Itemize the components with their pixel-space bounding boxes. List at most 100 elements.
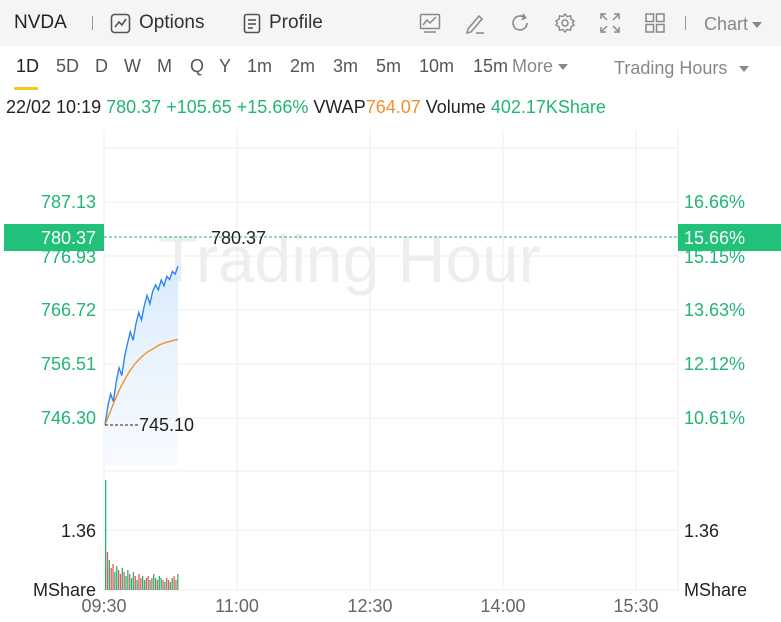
options-icon [110,13,131,33]
period-15m[interactable]: 15m [473,56,509,76]
pct-axis-right-tick: 16.66% [684,192,745,212]
profile-label: Profile [269,12,323,33]
settings-icon[interactable] [554,12,576,34]
period-5m[interactable]: 5m [376,56,402,76]
volume-bar [110,568,112,590]
quote-change-pct: +15.66% [236,97,309,117]
volume-bar [156,580,159,590]
volume-bar [167,580,170,590]
more-periods-dropdown[interactable]: More [512,56,569,77]
volume-bar [142,576,144,590]
volume-bar [153,574,155,590]
volume-label: Volume [425,97,486,117]
volume-bar [171,578,173,590]
period-10m[interactable]: 10m [419,56,455,76]
period-1d[interactable]: 1D [16,56,40,76]
pct-axis-right-tick: 10.61% [684,408,745,428]
options-label: Options [139,12,205,33]
period-q[interactable]: Q [190,56,205,76]
volume-bar [138,574,140,590]
current-price-tag-text: 780.37 [41,228,96,248]
volume-bar [162,580,164,590]
period-2m[interactable]: 2m [290,56,316,76]
time-axis-tick: 15:30 [613,596,658,616]
period-5d[interactable]: 5D [56,56,80,76]
period-1m[interactable]: 1m [247,56,273,76]
quote-datetime: 22/02 10:19 [6,97,102,117]
current-pct-tag-text: 15.66% [684,228,745,248]
volume-bar [134,576,136,590]
indicator-icon[interactable] [419,12,441,34]
time-axis-tick: 11:00 [215,596,259,616]
period-3m[interactable]: 3m [333,56,359,76]
draw-icon[interactable] [464,12,486,34]
volume-bar [173,576,175,590]
vwap-label: VWAP [313,97,366,117]
low-price-label: 745.10 [139,415,194,435]
time-axis-tick: 12:30 [347,596,392,616]
volume-bar [164,582,166,590]
trading-hours-dropdown[interactable]: Trading Hours [614,58,750,79]
divider [685,16,686,30]
volume-bar [117,570,120,590]
volume-bar [127,570,129,590]
volume-bar [169,582,172,590]
period-d[interactable]: D [95,56,108,76]
volume-bar [145,578,147,590]
profile-icon [243,13,261,33]
volume-axis-right-unit: MShare [684,580,747,600]
price-axis-left-tick: 746.30 [41,408,96,428]
pct-axis-right-tick: 13.63% [684,300,745,320]
volume-bar [151,578,153,590]
price-axis-left-tick: 787.13 [41,192,96,212]
price-axis-left-tick: 776.93 [41,247,96,267]
pct-axis-right-tick: 12.12% [684,354,745,374]
price-axis-left-tick: 766.72 [41,300,96,320]
current-pct-tag [678,224,781,251]
quote-change: +105.65 [166,97,232,117]
vwap-value: 764.07 [365,97,421,117]
volume-bar [132,572,135,590]
price-axis-left-tick: 756.51 [41,354,96,374]
volume-bar [175,580,177,590]
volume-bar [129,574,131,590]
volume-axis-left-value: 1.36 [61,521,96,541]
volume-bar [160,578,162,590]
profile-button[interactable]: Profile [243,12,323,34]
fullscreen-icon[interactable] [599,12,621,34]
volume-bar [136,580,138,590]
period-m[interactable]: M [157,56,172,76]
volume-axis-left-unit: MShare [33,580,96,600]
volume-bar [114,572,116,590]
volume-axis-right-value: 1.36 [684,521,719,541]
layout-icon[interactable] [644,12,666,34]
quote-price: 780.37 [106,97,162,117]
pct-axis-right-tick: 15.15% [684,247,745,267]
active-period-indicator [14,87,38,90]
intraday-chart[interactable]: Trading Hour 787.13 776.93 766.72 756.51… [0,130,781,622]
volume-bar [143,580,146,590]
time-axis-tick: 14:00 [480,596,525,616]
ticker-symbol: NVDA [14,12,67,33]
period-y[interactable]: Y [219,56,232,76]
chart-type-dropdown[interactable]: Chart [704,14,763,35]
volume-bar [158,576,160,590]
volume-bar [140,578,142,590]
chart-grid [103,130,679,591]
chart-type-label: Chart [704,14,749,34]
volume-bar [112,564,114,590]
chevron-down-icon [739,65,750,72]
volume-bar [130,578,133,590]
price-area [105,266,178,465]
volume-bar [149,580,151,590]
chart-watermark: Trading Hour [158,222,541,296]
chevron-down-icon [558,63,569,70]
refresh-icon[interactable] [509,12,531,34]
volume-bar [105,480,107,590]
volume-bar [121,568,123,590]
volume-bar [147,576,149,590]
period-w[interactable]: W [124,56,141,76]
volume-bar [177,574,179,590]
more-label: More [512,56,554,76]
options-button[interactable]: Options [110,12,204,34]
